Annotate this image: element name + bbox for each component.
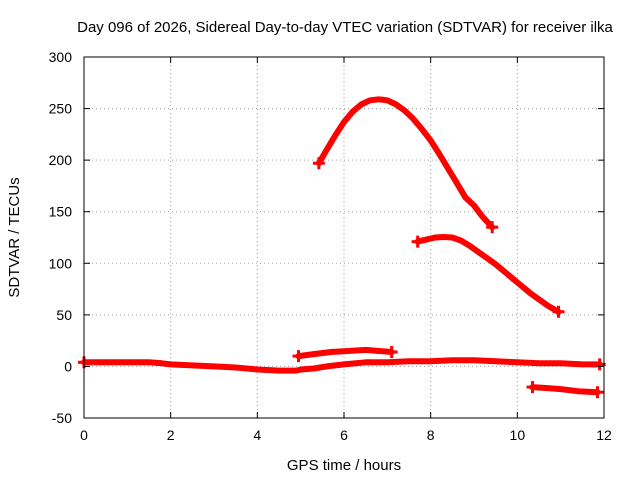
y-tick-label: 0: [64, 358, 72, 374]
series-line-1: [315, 96, 496, 231]
y-tick-label: 250: [49, 101, 73, 117]
x-tick-label: 4: [253, 427, 261, 443]
series-line-5: [529, 384, 601, 396]
x-tick-label: 12: [596, 427, 612, 443]
series-line-4: [295, 346, 395, 360]
x-tick-label: 0: [80, 427, 88, 443]
axis-ticks: 0 2 4 6 8 10 12 -50 0 50 100 150 200 250 300: [49, 49, 612, 443]
y-tick-label: 50: [56, 307, 72, 323]
y-tick-label: -50: [52, 410, 72, 426]
x-tick-label: 6: [340, 427, 348, 443]
x-axis-label: GPS time / hours: [287, 457, 401, 474]
series-line-2: [414, 234, 562, 315]
y-tick-label: 150: [49, 204, 73, 220]
chart-title: Day 096 of 2026, Sidereal Day-to-day VTE…: [77, 19, 613, 36]
data-series: [78, 96, 606, 399]
x-tick-label: 10: [510, 427, 526, 443]
x-tick-label: 8: [427, 427, 435, 443]
series-line-3: [81, 357, 603, 374]
y-tick-label: 200: [49, 152, 73, 168]
x-tick-label: 2: [167, 427, 175, 443]
y-tick-label: 100: [49, 255, 73, 271]
y-axis-label: SDTVAR / TECUs: [6, 177, 23, 297]
y-tick-label: 300: [49, 49, 73, 65]
